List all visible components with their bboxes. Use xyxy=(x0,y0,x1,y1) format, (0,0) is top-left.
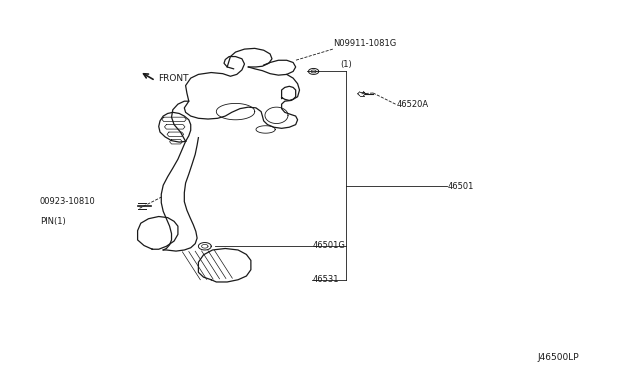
Text: 46501G: 46501G xyxy=(312,241,345,250)
Text: (1): (1) xyxy=(340,60,352,68)
Text: PIN(1): PIN(1) xyxy=(40,217,65,225)
Text: N09911-1081G: N09911-1081G xyxy=(333,39,396,48)
Text: 00923-10810: 00923-10810 xyxy=(40,198,95,206)
Text: FRONT: FRONT xyxy=(158,74,189,83)
Text: 46501: 46501 xyxy=(448,182,474,190)
Text: 46520A: 46520A xyxy=(397,100,429,109)
Text: J46500LP: J46500LP xyxy=(538,353,579,362)
Text: 46531: 46531 xyxy=(312,275,339,284)
